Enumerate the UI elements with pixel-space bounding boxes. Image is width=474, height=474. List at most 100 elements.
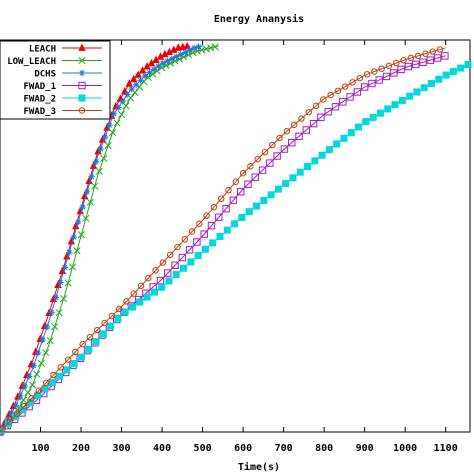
data-point: [52, 294, 60, 301]
x-tick-label: 1000: [393, 443, 417, 454]
data-point: [222, 205, 230, 213]
data-point: [296, 168, 304, 176]
data-point: [289, 174, 297, 182]
data-point: [247, 163, 254, 170]
data-point: [114, 314, 122, 322]
data-point: [136, 298, 144, 306]
data-point: [378, 65, 385, 72]
data-point: [168, 55, 175, 63]
data-point: [274, 185, 282, 193]
data-point: [64, 279, 72, 287]
data-point: [441, 52, 449, 60]
data-point: [34, 349, 42, 357]
data-point: [21, 382, 28, 390]
data-point: [218, 195, 225, 202]
data-point: [55, 309, 63, 317]
data-point: [78, 81, 86, 90]
data-point: [123, 298, 130, 305]
x-tick-label: 100: [31, 443, 49, 454]
data-point: [56, 372, 64, 380]
data-point: [185, 246, 194, 254]
data-point: [70, 233, 77, 241]
series-layer: [0, 41, 472, 436]
legend-item: FWAD_2: [23, 95, 102, 105]
data-point: [252, 202, 260, 210]
x-tick-label: 500: [194, 443, 212, 454]
data-point: [46, 337, 54, 345]
data-point: [288, 139, 296, 147]
data-point: [150, 288, 158, 296]
data-point: [269, 141, 276, 149]
data-point: [42, 379, 50, 387]
data-point: [174, 243, 181, 251]
data-point: [180, 264, 188, 272]
data-point: [85, 345, 93, 353]
data-point: [331, 103, 340, 111]
data-point: [215, 213, 223, 221]
data-point: [28, 395, 35, 402]
data-point: [298, 115, 305, 122]
data-point: [60, 295, 68, 303]
data-point: [100, 154, 108, 162]
data-point: [429, 48, 436, 55]
data-point: [104, 141, 112, 150]
data-point: [397, 65, 405, 74]
data-point: [341, 83, 349, 90]
data-point: [132, 81, 140, 88]
data-point: [0, 426, 6, 433]
data-point: [295, 132, 303, 141]
data-point: [413, 88, 421, 96]
data-point: [258, 166, 267, 174]
data-point: [107, 322, 115, 330]
data-point: [48, 309, 55, 316]
data-point: [165, 277, 173, 285]
data-point: [311, 157, 319, 165]
data-point: [99, 330, 107, 338]
data-point: [433, 54, 442, 62]
data-point: [216, 233, 224, 241]
data-point: [238, 213, 246, 221]
series-fwad-2: [0, 60, 472, 435]
data-point: [457, 64, 465, 72]
data-point: [266, 159, 274, 167]
legend-label: DCHS: [34, 70, 56, 80]
data-point: [190, 44, 198, 52]
data-point: [317, 113, 325, 122]
data-point: [183, 41, 191, 50]
data-point: [309, 119, 318, 128]
data-point: [355, 123, 363, 131]
data-point: [196, 220, 203, 227]
data-point: [244, 180, 252, 188]
data-point: [78, 56, 86, 65]
data-point: [117, 110, 126, 119]
data-point: [276, 134, 283, 142]
data-point: [78, 43, 86, 51]
data-point: [422, 50, 429, 57]
legend: LEACH LOW_LEACH DCHS FWAD_1 FWAD_2 FWAD_3: [0, 40, 111, 120]
data-point: [164, 269, 172, 277]
data-point: [290, 121, 298, 129]
data-point: [318, 151, 326, 159]
data-point: [82, 214, 90, 222]
data-point: [188, 228, 196, 235]
data-point: [121, 86, 129, 95]
data-point: [68, 263, 77, 271]
data-point: [78, 94, 86, 102]
data-point: [106, 122, 113, 129]
data-point: [61, 264, 69, 271]
legend-item: FWAD_3: [23, 107, 102, 117]
data-point: [324, 108, 332, 116]
data-point: [400, 57, 407, 64]
data-point: [113, 119, 121, 127]
legend-item: FWAD_1: [23, 81, 102, 92]
data-point: [159, 259, 167, 266]
data-point: [304, 163, 312, 171]
data-point: [110, 110, 118, 118]
legend-label: LEACH: [29, 45, 56, 55]
data-point: [181, 49, 189, 56]
data-point: [138, 66, 147, 74]
data-point: [128, 303, 136, 311]
data-point: [79, 340, 86, 348]
data-point: [57, 279, 64, 286]
data-point: [260, 196, 268, 204]
